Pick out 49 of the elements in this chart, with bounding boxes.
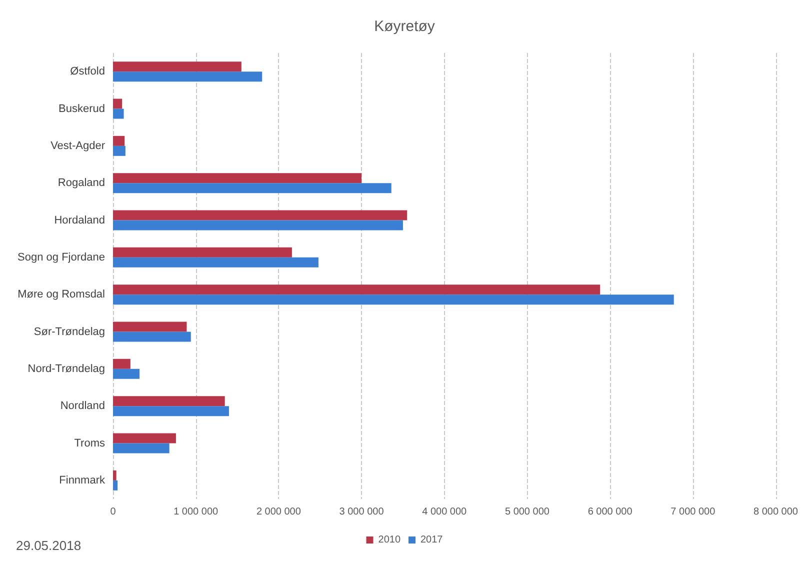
bar: [113, 433, 176, 444]
bar: [113, 62, 242, 72]
bar: [113, 108, 124, 119]
bar: [113, 443, 170, 454]
y-tick-label: Buskerud: [58, 102, 105, 115]
bar: [113, 368, 140, 379]
bar: [113, 210, 408, 220]
x-tick-label: 0: [110, 506, 116, 518]
text: 29.05.2018: [16, 538, 82, 553]
bar: [113, 332, 191, 342]
x-tick-label: 3 000 000: [339, 506, 384, 518]
bar: [113, 406, 229, 416]
y-tick-label: Møre og Romsdal: [18, 288, 105, 301]
bar: [113, 358, 130, 369]
y-tick-label: Finnmark: [59, 474, 106, 486]
x-tick-label: 5 000 000: [504, 506, 550, 518]
y-tick-label: Troms: [74, 437, 106, 450]
bar: [113, 247, 292, 258]
x-tick-label: 1 000 000: [174, 506, 219, 518]
y-tick-label: Vest-Agder: [50, 140, 106, 152]
bar: [113, 322, 187, 332]
bar: [113, 98, 122, 109]
x-tick-label: 6 000 000: [588, 506, 633, 518]
chart-title: Køyretøy: [374, 18, 436, 35]
bar: [113, 257, 318, 268]
y-tick-label: Hordaland: [54, 214, 105, 226]
y-tick-label: Sogn og Fjordane: [18, 251, 105, 264]
y-tick-label: Sør-Trøndelag: [34, 326, 105, 338]
bar: [113, 294, 674, 305]
legend-label: 2010: [378, 534, 401, 546]
legend-label: 2017: [420, 534, 444, 546]
bar: [113, 396, 225, 406]
y-tick-label: Nordland: [60, 400, 105, 412]
bar: [113, 183, 392, 194]
y-tick-label: Østfold: [70, 66, 105, 78]
bar: [113, 136, 125, 146]
bar: [113, 173, 362, 184]
bar: [113, 470, 116, 480]
x-tick-label: 7 000 000: [670, 506, 716, 518]
bar: [113, 146, 126, 156]
x-tick-label: 4 000 000: [422, 506, 468, 518]
bar: [113, 220, 403, 230]
bar: [113, 480, 118, 490]
bar: [113, 72, 262, 82]
y-tick-label: Rogaland: [58, 177, 105, 190]
x-tick-label: 2 000 000: [256, 506, 302, 518]
y-tick-label: Nord-Trøndelag: [28, 362, 105, 375]
x-tick-label: 8 000 000: [754, 506, 798, 518]
bar: [113, 284, 600, 295]
